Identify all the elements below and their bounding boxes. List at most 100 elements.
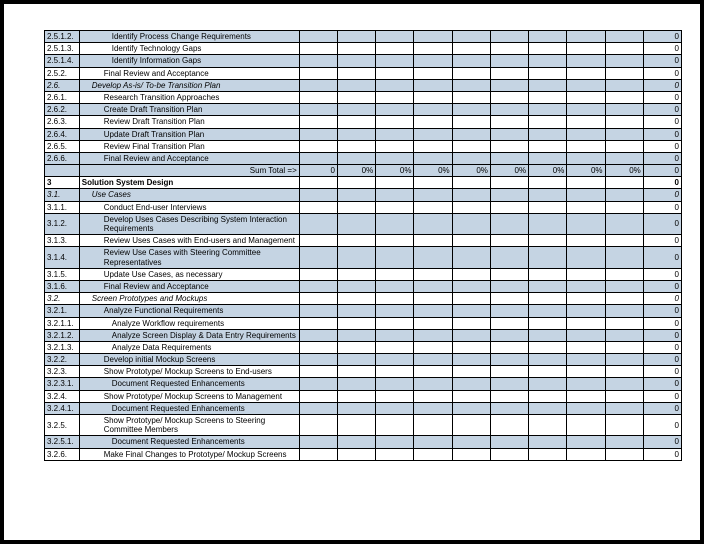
row-total: 0 (643, 293, 681, 305)
data-cell (299, 354, 337, 366)
data-cell (299, 140, 337, 152)
data-cell (414, 104, 452, 116)
data-cell (490, 116, 528, 128)
data-cell (605, 329, 643, 341)
row-total: 0 (643, 201, 681, 213)
row-id: 3.2.2. (45, 354, 80, 366)
data-cell (376, 268, 414, 280)
data-cell (490, 67, 528, 79)
data-cell (605, 152, 643, 164)
data-cell (452, 55, 490, 67)
data-cell (452, 448, 490, 460)
data-cell (529, 67, 567, 79)
page-frame: 2.5.1.2.Identify Process Change Requirem… (0, 0, 704, 544)
row-total: 0 (643, 305, 681, 317)
table-row: 3.2.1.1.Analyze Workflow requirements0 (45, 317, 682, 329)
row-id: 2.6.2. (45, 104, 80, 116)
row-total: 0 (643, 402, 681, 414)
data-cell (605, 280, 643, 292)
data-cell (567, 390, 605, 402)
data-cell (490, 104, 528, 116)
row-total: 0 (643, 280, 681, 292)
row-total: 0 (643, 247, 681, 268)
row-total: 0 (643, 140, 681, 152)
data-cell (299, 116, 337, 128)
data-cell (490, 55, 528, 67)
data-cell (414, 329, 452, 341)
data-cell (529, 91, 567, 103)
data-cell (605, 43, 643, 55)
data-cell (376, 354, 414, 366)
data-cell (414, 293, 452, 305)
row-description: Document Requested Enhancements (79, 436, 299, 448)
sum-total-cell: 0% (490, 165, 528, 177)
data-cell (605, 390, 643, 402)
data-cell (567, 79, 605, 91)
table-row: 2.6.3.Review Draft Transition Plan0 (45, 116, 682, 128)
data-cell (414, 177, 452, 189)
data-cell (529, 378, 567, 390)
table-row: 3.2.3.Show Prototype/ Mockup Screens to … (45, 366, 682, 378)
table-row: 3.2.4.Show Prototype/ Mockup Screens to … (45, 390, 682, 402)
data-cell (605, 177, 643, 189)
data-cell (376, 213, 414, 234)
row-description: Use Cases (79, 189, 299, 201)
data-cell (299, 177, 337, 189)
data-cell (452, 329, 490, 341)
row-total: 0 (643, 213, 681, 234)
data-cell (490, 329, 528, 341)
data-cell (376, 189, 414, 201)
row-id: 2.5.1.4. (45, 55, 80, 67)
data-cell (376, 91, 414, 103)
data-cell (529, 152, 567, 164)
row-description: Analyze Workflow requirements (79, 317, 299, 329)
data-cell (338, 55, 376, 67)
row-total: 0 (643, 91, 681, 103)
row-id: 3.1.1. (45, 201, 80, 213)
table-row: 3.2.6.Make Final Changes to Prototype/ M… (45, 448, 682, 460)
data-cell (567, 91, 605, 103)
row-description: Develop Uses Cases Describing System Int… (79, 213, 299, 234)
row-id: 3.2.5.1. (45, 436, 80, 448)
data-cell (414, 402, 452, 414)
row-description: Review Use Cases with Steering Committee… (79, 247, 299, 268)
row-total: 0 (643, 436, 681, 448)
data-cell (338, 201, 376, 213)
row-id: 3 (45, 177, 80, 189)
table-row: 2.5.1.4.Identify Information Gaps0 (45, 55, 682, 67)
row-description: Update Use Cases, as necessary (79, 268, 299, 280)
data-cell (299, 402, 337, 414)
data-cell (338, 140, 376, 152)
data-cell (376, 341, 414, 353)
data-cell (414, 67, 452, 79)
data-cell (414, 366, 452, 378)
data-cell (299, 415, 337, 436)
table-row: 3.1.3.Review Uses Cases with End-users a… (45, 235, 682, 247)
data-cell (299, 268, 337, 280)
row-total: 0 (643, 67, 681, 79)
data-cell (376, 402, 414, 414)
data-cell (338, 378, 376, 390)
data-cell (414, 140, 452, 152)
row-description: Analyze Screen Display & Data Entry Requ… (79, 329, 299, 341)
row-id: 3.1. (45, 189, 80, 201)
data-cell (299, 189, 337, 201)
data-cell (299, 235, 337, 247)
row-total: 0 (643, 448, 681, 460)
row-description: Conduct End-user Interviews (79, 201, 299, 213)
row-id: 3.2. (45, 293, 80, 305)
data-cell (452, 128, 490, 140)
data-cell (299, 390, 337, 402)
data-cell (490, 152, 528, 164)
data-cell (376, 317, 414, 329)
data-cell (414, 280, 452, 292)
data-cell (338, 128, 376, 140)
data-cell (529, 305, 567, 317)
data-cell (452, 189, 490, 201)
row-description: Final Review and Acceptance (79, 152, 299, 164)
data-cell (605, 67, 643, 79)
data-cell (299, 213, 337, 234)
row-id: 3.1.4. (45, 247, 80, 268)
data-cell (338, 235, 376, 247)
data-cell (338, 280, 376, 292)
